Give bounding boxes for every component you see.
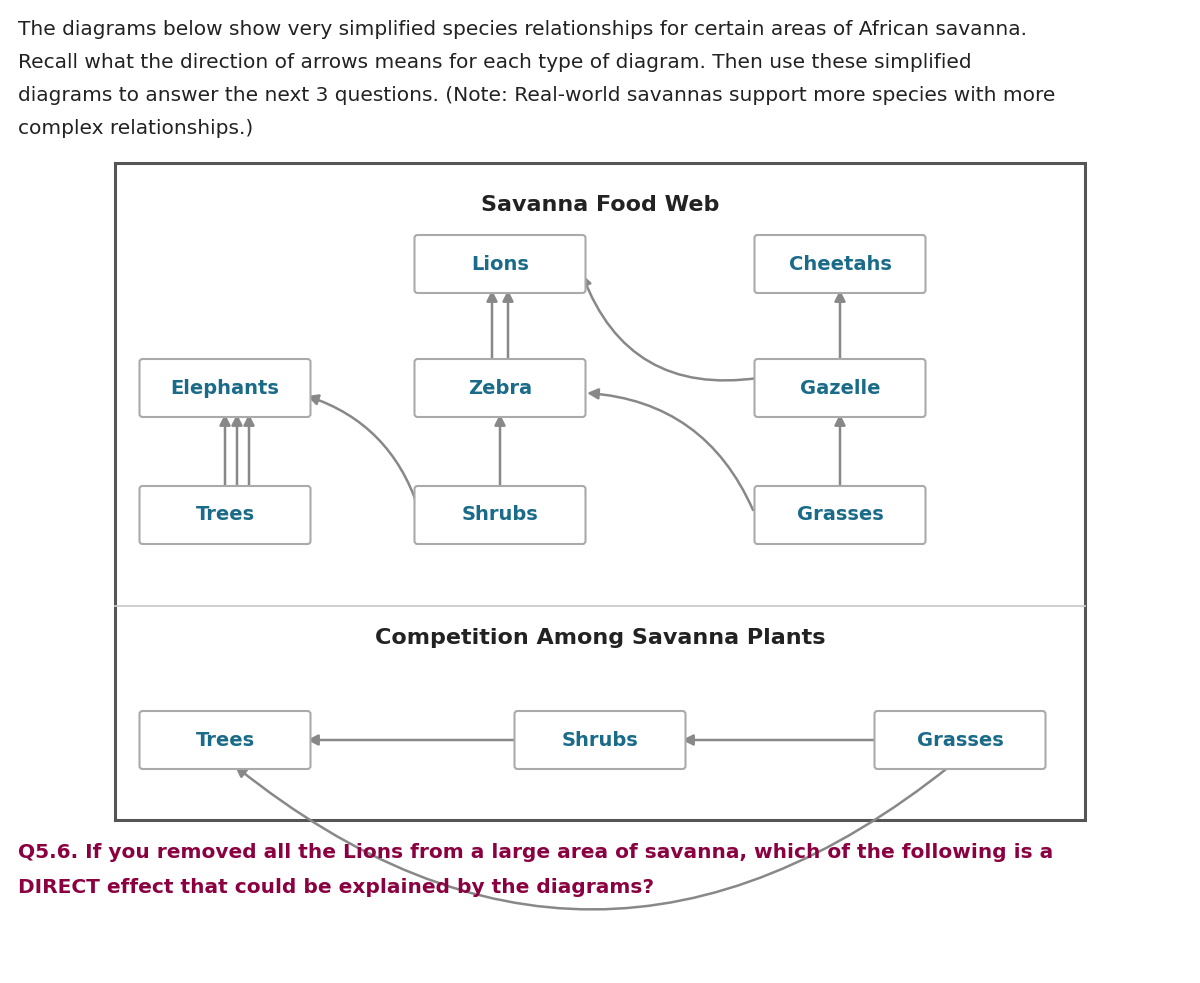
Text: complex relationships.): complex relationships.) (18, 119, 253, 138)
FancyBboxPatch shape (414, 235, 586, 293)
Text: Lions: Lions (472, 255, 529, 273)
Text: Gazelle: Gazelle (799, 378, 881, 397)
Text: Grasses: Grasses (917, 730, 1003, 749)
Text: Competition Among Savanna Plants: Competition Among Savanna Plants (374, 628, 826, 648)
Text: Elephants: Elephants (170, 378, 280, 397)
FancyBboxPatch shape (755, 359, 925, 417)
Text: Savanna Food Web: Savanna Food Web (481, 195, 719, 215)
Text: Recall what the direction of arrows means for each type of diagram. Then use the: Recall what the direction of arrows mean… (18, 53, 972, 72)
Bar (115, 163, 1085, 820)
Text: The diagrams below show very simplified species relationships for certain areas : The diagrams below show very simplified … (18, 20, 1027, 39)
FancyBboxPatch shape (139, 711, 311, 769)
FancyBboxPatch shape (139, 486, 311, 544)
Text: Shrubs: Shrubs (462, 505, 539, 525)
FancyBboxPatch shape (515, 711, 685, 769)
Text: Trees: Trees (196, 730, 254, 749)
Text: diagrams to answer the next 3 questions. (Note: Real-world savannas support more: diagrams to answer the next 3 questions.… (18, 86, 1055, 105)
Text: Zebra: Zebra (468, 378, 532, 397)
FancyBboxPatch shape (414, 359, 586, 417)
FancyBboxPatch shape (414, 486, 586, 544)
FancyBboxPatch shape (755, 486, 925, 544)
Text: Cheetahs: Cheetahs (788, 255, 892, 273)
FancyBboxPatch shape (875, 711, 1045, 769)
Text: Grasses: Grasses (797, 505, 883, 525)
Text: Shrubs: Shrubs (562, 730, 638, 749)
Text: Trees: Trees (196, 505, 254, 525)
FancyBboxPatch shape (139, 359, 311, 417)
Text: Q5.6. If you removed all the Lions from a large area of savanna, which of the fo: Q5.6. If you removed all the Lions from … (18, 843, 1054, 862)
Text: DIRECT effect that could be explained by the diagrams?: DIRECT effect that could be explained by… (18, 878, 654, 897)
FancyBboxPatch shape (755, 235, 925, 293)
